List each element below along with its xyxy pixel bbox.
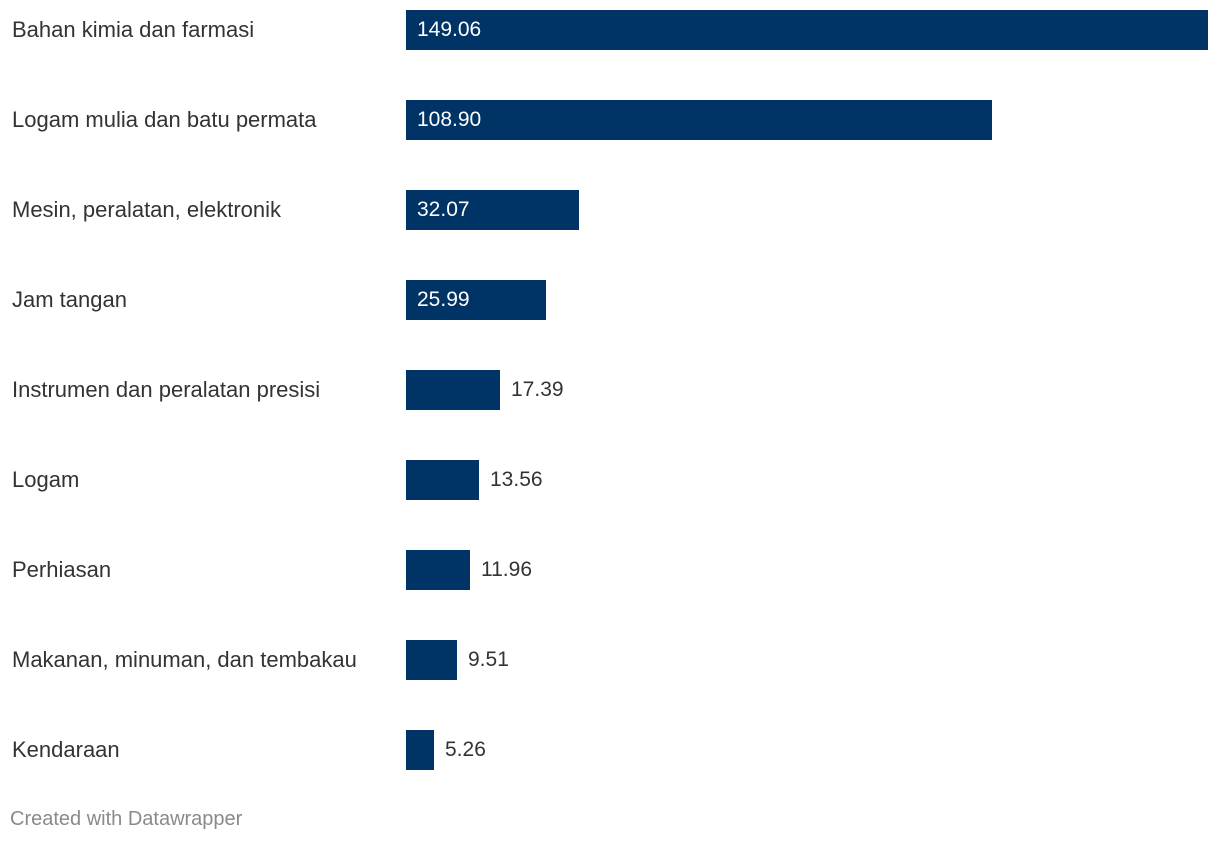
value-label: 108.90 bbox=[417, 108, 482, 131]
bar bbox=[406, 370, 500, 410]
category-label: Jam tangan bbox=[12, 287, 127, 312]
bar bbox=[406, 550, 470, 590]
bar bbox=[406, 460, 479, 500]
bar bbox=[406, 190, 579, 230]
datawrapper-credit: Created with Datawrapper bbox=[10, 808, 243, 830]
category-label: Bahan kimia dan farmasi bbox=[12, 17, 255, 42]
category-label: Instrumen dan peralatan presisi bbox=[12, 377, 321, 402]
category-label: Perhiasan bbox=[12, 557, 112, 582]
bar bbox=[406, 100, 992, 140]
bar bbox=[406, 280, 546, 320]
bar bbox=[406, 730, 434, 770]
category-label: Makanan, minuman, dan tembakau bbox=[12, 647, 357, 672]
value-label: 25.99 bbox=[417, 288, 470, 311]
value-label: 9.51 bbox=[468, 648, 509, 671]
category-label: Kendaraan bbox=[12, 737, 120, 762]
value-label: 5.26 bbox=[445, 738, 486, 761]
value-label: 11.96 bbox=[481, 558, 532, 581]
bar-chart: Bahan kimia dan farmasi 149.06 Logam mulia… bbox=[12, 10, 1208, 770]
category-label: Mesin, peralatan, elektronik bbox=[12, 197, 282, 222]
value-label: 32.07 bbox=[417, 198, 470, 221]
bar bbox=[406, 640, 457, 680]
category-label: Logam mulia dan batu permata bbox=[12, 107, 317, 132]
value-label: 149.06 bbox=[417, 18, 482, 41]
value-label: 17.39 bbox=[511, 378, 564, 401]
value-label: 13.56 bbox=[490, 468, 543, 491]
bar bbox=[406, 10, 1208, 50]
category-label: Logam bbox=[12, 467, 80, 492]
